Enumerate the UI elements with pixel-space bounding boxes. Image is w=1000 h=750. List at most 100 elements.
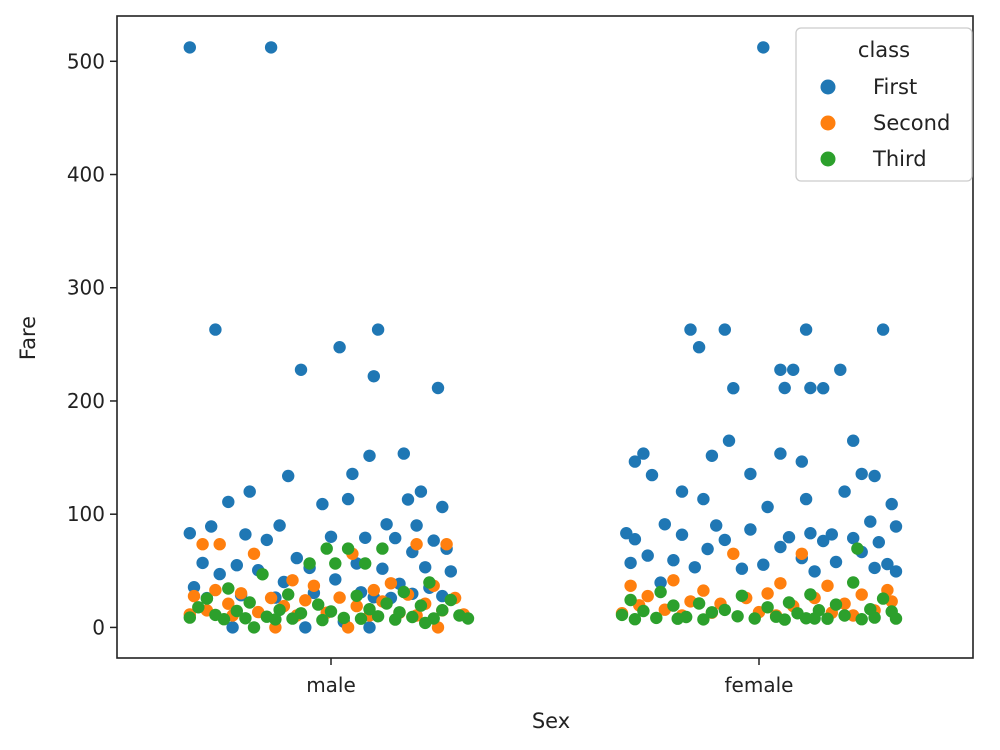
data-point	[808, 612, 821, 625]
legend-label-second: Second	[873, 111, 950, 135]
data-point	[239, 528, 252, 541]
data-point	[718, 533, 731, 547]
data-point	[667, 599, 680, 612]
y-tick-label: 200	[67, 389, 105, 413]
data-point	[187, 581, 201, 594]
data-point	[881, 557, 894, 571]
data-point	[414, 485, 428, 498]
legend-marker-second	[820, 115, 836, 131]
legend: class First Second Third	[795, 27, 973, 182]
data-point	[341, 621, 355, 634]
data-point	[799, 492, 813, 506]
data-point	[406, 610, 419, 624]
data-point	[628, 533, 642, 546]
data-point	[645, 468, 659, 482]
data-point	[718, 323, 731, 336]
data-point	[376, 542, 389, 555]
data-point	[851, 542, 864, 555]
data-point	[222, 597, 235, 610]
data-point	[692, 597, 706, 610]
data-point	[324, 530, 338, 543]
data-point	[744, 467, 757, 481]
data-point	[294, 363, 308, 376]
data-point	[273, 519, 286, 532]
data-point	[889, 612, 903, 625]
data-point	[354, 612, 368, 625]
data-point	[804, 527, 817, 540]
data-point	[299, 594, 312, 607]
y-axis-label: Fare	[16, 316, 40, 360]
data-point	[384, 577, 398, 590]
data-point	[718, 603, 731, 617]
data-point	[423, 576, 436, 589]
data-point	[200, 592, 214, 605]
data-point	[397, 447, 410, 460]
data-point	[624, 593, 637, 607]
data-point	[705, 606, 719, 619]
data-point	[675, 528, 689, 541]
data-point	[269, 613, 282, 626]
data-point	[217, 613, 231, 626]
data-point	[778, 613, 791, 626]
data-point	[303, 557, 316, 570]
data-point	[192, 601, 205, 614]
y-axis: 0 100 200 300 400 500	[67, 49, 117, 639]
data-point	[350, 589, 363, 602]
data-point	[697, 492, 710, 506]
legend-marker-third	[820, 151, 836, 167]
data-point	[692, 341, 706, 354]
data-point	[710, 519, 723, 532]
legend-title: class	[858, 38, 910, 62]
data-point	[847, 531, 860, 545]
data-point	[838, 485, 851, 498]
data-point	[667, 574, 680, 587]
y-tick-label: 300	[67, 276, 105, 300]
data-point	[671, 612, 684, 625]
data-point	[419, 616, 432, 630]
data-point	[774, 577, 787, 590]
data-point	[350, 599, 363, 613]
legend-box	[795, 27, 973, 182]
data-point	[187, 589, 201, 603]
data-point	[410, 519, 423, 532]
data-point	[868, 611, 881, 624]
plot-frame	[116, 15, 974, 659]
data-point	[436, 500, 449, 514]
data-point	[834, 363, 847, 376]
data-point	[624, 579, 637, 592]
legend-marker-first	[820, 79, 836, 95]
data-point	[230, 604, 243, 618]
data-point	[299, 621, 312, 634]
data-point	[282, 469, 295, 483]
data-point	[757, 41, 770, 54]
data-point	[782, 596, 796, 609]
data-point	[615, 608, 629, 622]
data-point	[419, 561, 432, 574]
data-point	[397, 585, 410, 599]
data-point	[286, 612, 299, 625]
data-point	[829, 555, 843, 569]
data-point	[329, 573, 342, 586]
data-point	[684, 323, 697, 336]
data-point	[817, 382, 830, 395]
data-point	[282, 588, 295, 601]
data-point	[363, 621, 376, 634]
data-point	[230, 559, 243, 572]
data-point	[675, 485, 689, 498]
data-point	[341, 542, 355, 555]
data-point	[654, 576, 667, 589]
data-point	[872, 536, 885, 549]
data-point	[778, 381, 791, 395]
data-point	[307, 579, 321, 592]
data-point	[889, 565, 903, 578]
legend-entries: First Second Third	[820, 75, 950, 171]
data-point	[256, 568, 269, 581]
data-point	[727, 547, 740, 560]
data-point	[787, 363, 800, 376]
data-point	[847, 434, 860, 447]
data-point	[735, 562, 749, 575]
data-point	[624, 556, 637, 570]
data-point	[748, 612, 761, 625]
data-point	[226, 621, 239, 634]
data-point	[782, 531, 796, 544]
